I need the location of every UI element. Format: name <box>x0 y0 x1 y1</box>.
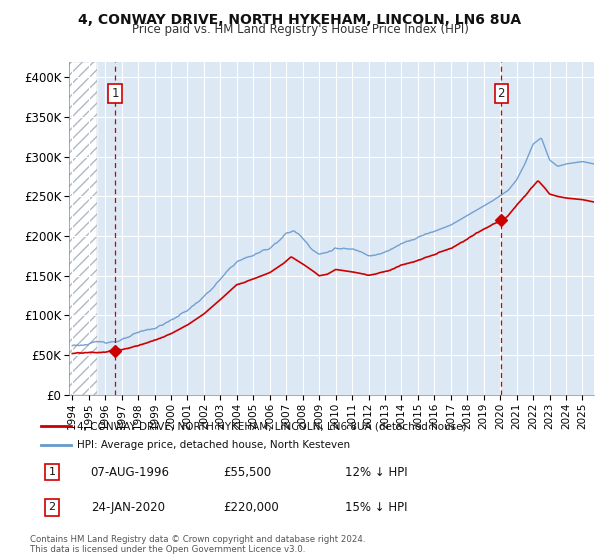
Text: 2: 2 <box>49 502 56 512</box>
Text: 4, CONWAY DRIVE, NORTH HYKEHAM, LINCOLN, LN6 8UA: 4, CONWAY DRIVE, NORTH HYKEHAM, LINCOLN,… <box>79 13 521 27</box>
Text: 1: 1 <box>112 87 119 100</box>
Text: 24-JAN-2020: 24-JAN-2020 <box>91 501 165 514</box>
Text: HPI: Average price, detached house, North Kesteven: HPI: Average price, detached house, Nort… <box>77 441 350 450</box>
Text: £220,000: £220,000 <box>223 501 279 514</box>
Text: 2: 2 <box>497 87 505 100</box>
Text: £55,500: £55,500 <box>223 465 271 479</box>
Text: 4, CONWAY DRIVE, NORTH HYKEHAM, LINCOLN, LN6 8UA (detached house): 4, CONWAY DRIVE, NORTH HYKEHAM, LINCOLN,… <box>77 421 466 431</box>
Text: 15% ↓ HPI: 15% ↓ HPI <box>344 501 407 514</box>
Text: Price paid vs. HM Land Registry's House Price Index (HPI): Price paid vs. HM Land Registry's House … <box>131 22 469 36</box>
Text: 12% ↓ HPI: 12% ↓ HPI <box>344 465 407 479</box>
Text: 07-AUG-1996: 07-AUG-1996 <box>91 465 170 479</box>
Text: Contains HM Land Registry data © Crown copyright and database right 2024.
This d: Contains HM Land Registry data © Crown c… <box>30 535 365 554</box>
Text: 1: 1 <box>49 467 56 477</box>
